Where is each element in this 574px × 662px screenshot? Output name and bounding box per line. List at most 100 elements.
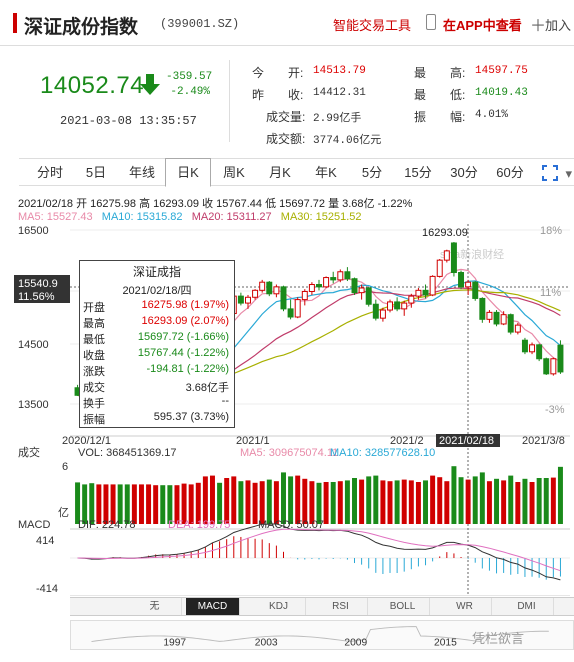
down-arrow-icon bbox=[140, 74, 160, 95]
candle-body[interactable] bbox=[273, 286, 280, 295]
timeline-year-2015: 2015 bbox=[434, 637, 457, 648]
y-axis-mid: 14500 bbox=[18, 339, 49, 351]
volume-bar bbox=[174, 485, 180, 524]
candle-body[interactable] bbox=[358, 287, 365, 294]
macd-dea-line bbox=[77, 528, 561, 572]
candle-body[interactable] bbox=[493, 311, 500, 325]
candle-body[interactable] bbox=[266, 281, 273, 295]
indicator-tab-dmi[interactable]: DMI bbox=[500, 598, 554, 615]
candle-body[interactable] bbox=[287, 308, 294, 318]
indicator-tab-wr[interactable]: WR bbox=[438, 598, 492, 615]
volume-bar bbox=[408, 480, 414, 524]
candle-body[interactable] bbox=[422, 289, 429, 296]
tooltip-row: 开盘 16275.98 (1.97%) bbox=[83, 299, 231, 314]
indicator-tab-kdj[interactable]: KDJ bbox=[252, 598, 306, 615]
candle-body[interactable] bbox=[337, 271, 344, 281]
candle-body[interactable] bbox=[245, 296, 251, 304]
tab-60min[interactable]: 60分 bbox=[496, 165, 524, 180]
tab-30min[interactable]: 30分 bbox=[450, 165, 478, 180]
volume-bar bbox=[89, 483, 95, 524]
volume-bars bbox=[75, 466, 563, 524]
candle-body[interactable] bbox=[401, 302, 408, 310]
candle-body[interactable] bbox=[500, 314, 507, 325]
tab-daily-k[interactable]: 日K bbox=[165, 158, 211, 187]
indicator-tab-boll[interactable]: BOLL bbox=[376, 598, 430, 615]
volume-bar bbox=[75, 482, 81, 524]
tab-intraday[interactable]: 分时 bbox=[36, 165, 63, 180]
volume-bar bbox=[202, 476, 208, 524]
candle-body[interactable] bbox=[301, 290, 308, 301]
candle-body[interactable] bbox=[472, 281, 479, 299]
tooltip-row: 最高 16293.09 (2.07%) bbox=[83, 315, 231, 330]
candle-body[interactable] bbox=[365, 287, 372, 305]
tab-5day[interactable]: 5日 bbox=[85, 165, 107, 180]
add-watchlist-button[interactable]: 加入 bbox=[545, 18, 572, 33]
timeline-year-2009: 2009 bbox=[344, 637, 367, 648]
tab-15min[interactable]: 15分 bbox=[404, 165, 432, 180]
candle-body[interactable] bbox=[550, 358, 557, 375]
candle-body[interactable] bbox=[280, 286, 287, 310]
indicator-tab-none[interactable]: 无 bbox=[128, 598, 182, 615]
tab-monthly-k[interactable]: 月K bbox=[269, 165, 291, 180]
candle-body[interactable] bbox=[415, 289, 422, 297]
tab-yearline[interactable]: 年线 bbox=[128, 165, 155, 180]
candle-body[interactable] bbox=[408, 295, 415, 304]
ma20-legend: MA20: 15311.27 bbox=[191, 211, 272, 223]
candle-body[interactable] bbox=[294, 299, 301, 318]
candle-body[interactable] bbox=[237, 295, 244, 304]
candle-body[interactable] bbox=[536, 344, 543, 360]
volume-bar bbox=[209, 475, 215, 524]
price-change-pct: -2.49% bbox=[170, 86, 210, 98]
fullscreen-icon[interactable] bbox=[542, 165, 558, 181]
candle-body[interactable] bbox=[458, 272, 465, 288]
more-icon[interactable]: ▾ bbox=[565, 166, 572, 181]
macd-dea-legend: DEA: 199.75 bbox=[168, 519, 230, 531]
volume-bar bbox=[479, 472, 485, 524]
tooltip-row: 涨跌 -194.81 (-1.22%) bbox=[83, 363, 231, 378]
candle-body[interactable] bbox=[529, 344, 536, 353]
volume-bar bbox=[451, 466, 457, 524]
low-label: 最 低: bbox=[414, 88, 466, 102]
watermark-text: 凭栏欲言 bbox=[472, 631, 525, 646]
tab-5min[interactable]: 5分 bbox=[361, 165, 383, 180]
candle-body[interactable] bbox=[429, 275, 436, 296]
indicator-tab-rsi[interactable]: RSI bbox=[314, 598, 368, 615]
candle-body[interactable] bbox=[557, 344, 564, 373]
kline-chart[interactable]: 16500 14500 13500 18% 11% -3% 15540.9 11… bbox=[0, 224, 574, 596]
high-label: 最 高: bbox=[414, 66, 466, 80]
candle-body[interactable] bbox=[507, 314, 514, 333]
tab-yearly-k[interactable]: 年K bbox=[315, 165, 337, 180]
candle-body[interactable] bbox=[351, 278, 358, 294]
candle-body[interactable] bbox=[465, 281, 472, 288]
candle-body[interactable] bbox=[436, 259, 443, 277]
candle-body[interactable] bbox=[344, 271, 351, 280]
candle-body[interactable] bbox=[514, 324, 521, 333]
candle-body[interactable] bbox=[252, 289, 259, 298]
timeline-year-2003: 2003 bbox=[255, 637, 278, 648]
plus-icon[interactable]: ＋ bbox=[530, 18, 547, 35]
macd-lines bbox=[77, 523, 561, 581]
candle-body[interactable] bbox=[479, 297, 486, 320]
candle-body[interactable] bbox=[308, 284, 315, 292]
timeline-navigator[interactable]: 1997 2003 2009 2015 bbox=[70, 620, 574, 650]
candle-body[interactable] bbox=[259, 281, 266, 291]
open-in-app-link[interactable]: 在APP中查看 bbox=[443, 18, 522, 33]
candle-body[interactable] bbox=[394, 301, 401, 310]
candle-body[interactable] bbox=[443, 250, 450, 261]
candle-body[interactable] bbox=[450, 242, 457, 274]
candle-body[interactable] bbox=[387, 301, 394, 311]
candle-body[interactable] bbox=[330, 277, 337, 281]
candle-body[interactable] bbox=[521, 339, 528, 353]
price-change: -359.57 bbox=[166, 71, 213, 83]
tab-weekly-k[interactable]: 周K bbox=[223, 165, 245, 180]
volume-bar bbox=[273, 481, 279, 524]
candle-body[interactable] bbox=[486, 311, 493, 320]
indicator-tab-macd[interactable]: MACD bbox=[186, 598, 240, 615]
smart-trade-tools-link[interactable]: 智能交易工具 bbox=[333, 18, 412, 33]
macd-value-legend: MACD: 50.07 bbox=[258, 519, 324, 531]
candle-body[interactable] bbox=[372, 303, 379, 319]
candle-body[interactable] bbox=[316, 284, 322, 288]
candle-body[interactable] bbox=[543, 358, 550, 375]
candle-body[interactable] bbox=[323, 277, 330, 288]
candle-body[interactable] bbox=[379, 309, 386, 319]
